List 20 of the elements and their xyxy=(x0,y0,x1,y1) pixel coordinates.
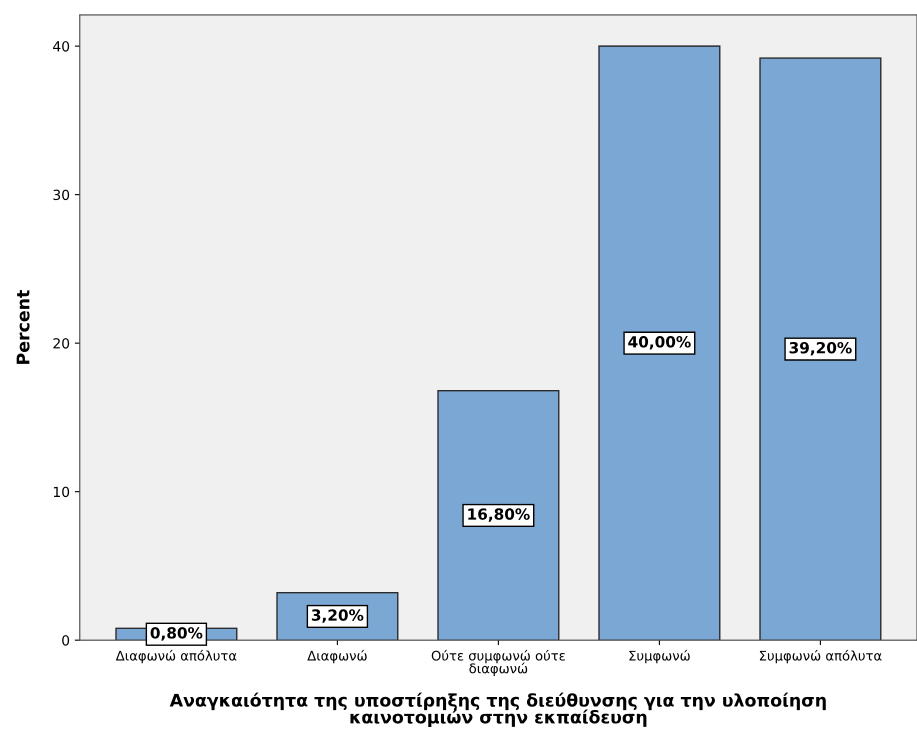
y-tick-label: 20 xyxy=(53,338,70,349)
x-tick-label: Συμφωνώ xyxy=(629,650,690,664)
y-axis-title: Percent xyxy=(16,290,30,364)
data-label: 40,00% xyxy=(628,336,691,350)
y-tick-label: 30 xyxy=(53,190,70,200)
x-tick-label: Διαφωνώ απόλυτα xyxy=(116,650,236,664)
y-tick-label: 10 xyxy=(54,486,70,498)
data-label: 39,20% xyxy=(790,342,852,356)
y-tick-label: 0 xyxy=(62,635,70,646)
x-tick-label: Διαφωνώ xyxy=(307,650,367,664)
x-axis-title: Αναγκαιότητα της υποστίρηξης της διεύθυνσης για την υλοποίηση καινοτομιών στην εκπαίδευση xyxy=(170,692,826,727)
y-tick-label: 40 xyxy=(53,41,70,52)
data-label: 16,80% xyxy=(468,508,530,522)
bar xyxy=(759,57,882,640)
x-tick-label: Συμφωνώ απόλυτα xyxy=(760,650,882,664)
bar xyxy=(437,390,560,640)
bar xyxy=(598,45,720,640)
data-label: 0,80% xyxy=(150,627,202,641)
x-tick-label: Ούτε συμφωνώ ούτε διαφωνώ xyxy=(432,650,565,676)
data-label: 3,20% xyxy=(312,609,364,623)
